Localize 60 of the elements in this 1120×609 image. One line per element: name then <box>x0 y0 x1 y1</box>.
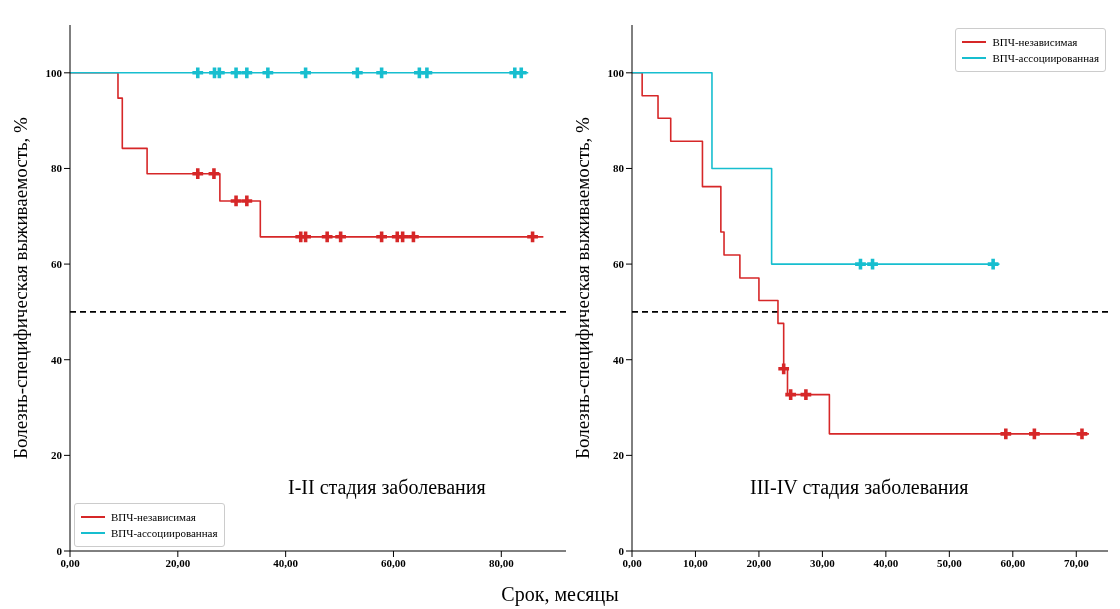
point <box>421 67 433 79</box>
y-tick-label: 0 <box>56 544 63 557</box>
x-tick-label: 60,00 <box>381 556 407 569</box>
x-tick-label: 60,00 <box>1000 556 1026 569</box>
point <box>855 258 866 270</box>
y-tick-label: 100 <box>607 66 625 79</box>
x-tick-label: 40,00 <box>873 556 899 569</box>
point <box>376 67 387 79</box>
legend-label: ВПЧ-независимая <box>111 511 196 523</box>
point <box>192 67 204 79</box>
y-tick-label: 40 <box>51 353 63 366</box>
x-tick-label: 0,00 <box>622 556 643 569</box>
y-tick-label: 40 <box>613 353 625 366</box>
annotation: I-II стадия заболевания <box>288 476 486 499</box>
point <box>335 231 347 243</box>
point <box>230 67 242 79</box>
y-tick-label: 20 <box>51 449 63 462</box>
legend-label: ВПЧ-независимая <box>992 36 1078 48</box>
point <box>1029 428 1040 440</box>
point <box>778 363 790 375</box>
point <box>1000 428 1012 440</box>
point <box>800 389 812 400</box>
y-tick-label: 100 <box>45 66 63 79</box>
y-tick-label: 60 <box>51 258 63 270</box>
point <box>241 67 253 79</box>
x-tick-label: 20,00 <box>746 556 772 569</box>
point <box>230 195 242 207</box>
annotation: III-IV стадия заболевания <box>750 476 969 499</box>
y-tick-label: 80 <box>613 162 625 175</box>
x-tick-label: 30,00 <box>810 556 836 569</box>
point <box>208 168 220 180</box>
point <box>408 231 419 243</box>
point <box>527 231 538 243</box>
point <box>241 195 253 207</box>
x-tick-label: 50,00 <box>936 556 963 569</box>
point <box>300 67 311 79</box>
point <box>1076 428 1088 440</box>
x-tick-label: 0,00 <box>60 556 81 569</box>
x-tick-label: 70,00 <box>1063 556 1090 569</box>
x-tick-label: 20,00 <box>165 556 191 569</box>
legend-label: ВПЧ-ассоциированная <box>111 527 218 539</box>
y-tick-label: 60 <box>613 258 625 270</box>
x-tick-label: 40,00 <box>273 556 299 569</box>
point <box>515 67 527 79</box>
point <box>351 67 363 79</box>
point <box>321 231 333 243</box>
y-tick-label: 0 <box>618 544 625 557</box>
x-tick-label: 80,00 <box>488 556 515 569</box>
point <box>376 231 387 243</box>
point <box>987 258 999 270</box>
point <box>262 67 274 79</box>
y-tick-label: 80 <box>51 162 63 175</box>
y-tick-label: 20 <box>613 449 625 462</box>
point <box>192 168 204 180</box>
y-axis-title: Болезнь-специфическая выживаемость, % <box>572 116 594 461</box>
x-axis-title: Срок, месяцы <box>500 583 620 606</box>
point <box>867 258 878 270</box>
y-axis-title: Болезнь-специфическая выживаемость, % <box>10 116 32 461</box>
legend-label: ВПЧ-ассоциированная <box>992 52 1099 64</box>
x-tick-label: 10,00 <box>683 556 709 569</box>
